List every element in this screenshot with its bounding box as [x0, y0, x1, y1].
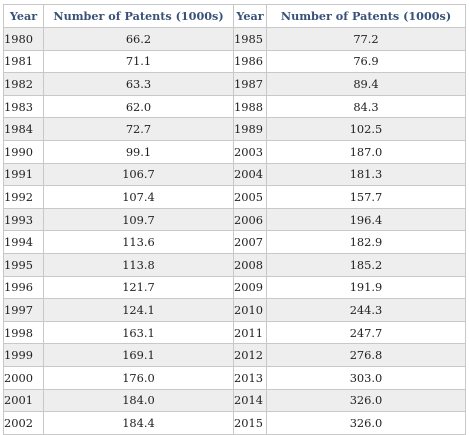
- patents-left-cell: 63.3: [43, 72, 234, 96]
- year-right-cell: 2007: [233, 230, 267, 254]
- year-right-cell: 2004: [233, 162, 267, 187]
- year-left-cell: 2001: [3, 388, 44, 413]
- patents-right-cell: 84.3: [266, 94, 466, 119]
- patents-header-left: Number of Patents (1000s): [43, 4, 234, 28]
- table-row: 1998 163.1 2011 247.7: [3, 320, 466, 345]
- patents-right-cell: 244.3: [266, 298, 466, 322]
- patents-right-cell: 89.4: [266, 72, 466, 96]
- patents-table: Year Number of Patents (1000s) Year Numb…: [3, 4, 466, 435]
- patents-right-cell: 76.9: [266, 49, 466, 74]
- year-left-cell: 1983: [3, 94, 44, 119]
- year-left-cell: 1981: [3, 49, 44, 74]
- patents-right-cell: 276.8: [266, 343, 466, 367]
- patents-right-cell: 326.0: [266, 388, 466, 413]
- year-left-cell: 2002: [3, 411, 44, 435]
- table-row: 1992 107.4 2005 157.7: [3, 185, 466, 209]
- year-left-cell: 1992: [3, 185, 44, 209]
- year-left-cell: 1998: [3, 320, 44, 345]
- year-left-cell: 2000: [3, 365, 44, 390]
- patents-left-cell: 107.4: [43, 185, 234, 209]
- table-header: Year Number of Patents (1000s) Year Numb…: [3, 4, 466, 28]
- year-right-cell: 2010: [233, 298, 267, 322]
- table-row: 1995 113.8 2008 185.2: [3, 252, 466, 277]
- year-header-right: Year: [233, 4, 267, 28]
- patents-left-cell: 184.0: [43, 388, 234, 413]
- patents-right-cell: 185.2: [266, 252, 466, 277]
- table-row: 1984 72.7 1989 102.5: [3, 117, 466, 141]
- year-right-cell: 2006: [233, 207, 267, 232]
- table-row: 1990 99.1 2003 187.0: [3, 139, 466, 164]
- year-right-cell: 2015: [233, 411, 267, 435]
- patents-left-cell: 62.0: [43, 94, 234, 119]
- year-header-left: Year: [3, 4, 44, 28]
- year-right-cell: 1986: [233, 49, 267, 74]
- patents-left-cell: 71.1: [43, 49, 234, 74]
- table-row: 1994 113.6 2007 182.9: [3, 230, 466, 254]
- year-right-cell: 1988: [233, 94, 267, 119]
- table-row: 1993 109.7 2006 196.4: [3, 207, 466, 232]
- patents-left-cell: 66.2: [43, 27, 234, 51]
- table-body: 1980 66.2 1985 77.2 1981 71.1 1986 76.9 1982 63.3…: [3, 27, 466, 435]
- header-row: Year Number of Patents (1000s) Year Numb…: [3, 4, 466, 28]
- patents-left-cell: 72.7: [43, 117, 234, 141]
- year-right-cell: 2012: [233, 343, 267, 367]
- table-row: 2000 176.0 2013 303.0: [3, 365, 466, 390]
- table-row: 2001 184.0 2014 326.0: [3, 388, 466, 413]
- patents-right-cell: 326.0: [266, 411, 466, 435]
- patents-right-cell: 247.7: [266, 320, 466, 345]
- year-right-cell: 2005: [233, 185, 267, 209]
- table-row: 1983 62.0 1988 84.3: [3, 94, 466, 119]
- year-left-cell: 1993: [3, 207, 44, 232]
- year-right-cell: 2011: [233, 320, 267, 345]
- patents-left-cell: 99.1: [43, 139, 234, 164]
- year-left-cell: 1980: [3, 27, 44, 51]
- table-row: 1981 71.1 1986 76.9: [3, 49, 466, 74]
- table-row: 1982 63.3 1987 89.4: [3, 72, 466, 96]
- table-row: 2002 184.4 2015 326.0: [3, 411, 466, 435]
- table-row: 1991 106.7 2004 181.3: [3, 162, 466, 187]
- patents-left-cell: 184.4: [43, 411, 234, 435]
- year-left-cell: 1982: [3, 72, 44, 96]
- year-left-cell: 1996: [3, 275, 44, 300]
- year-right-cell: 1989: [233, 117, 267, 141]
- year-left-cell: 1999: [3, 343, 44, 367]
- year-left-cell: 1997: [3, 298, 44, 322]
- patents-right-cell: 157.7: [266, 185, 466, 209]
- year-right-cell: 1987: [233, 72, 267, 96]
- patents-left-cell: 169.1: [43, 343, 234, 367]
- patents-right-cell: 187.0: [266, 139, 466, 164]
- patents-right-cell: 196.4: [266, 207, 466, 232]
- table-row: 1996 121.7 2009 191.9: [3, 275, 466, 300]
- year-right-cell: 2003: [233, 139, 267, 164]
- year-right-cell: 1985: [233, 27, 267, 51]
- patents-right-cell: 77.2: [266, 27, 466, 51]
- year-right-cell: 2008: [233, 252, 267, 277]
- patents-left-cell: 106.7: [43, 162, 234, 187]
- patents-right-cell: 303.0: [266, 365, 466, 390]
- year-right-cell: 2009: [233, 275, 267, 300]
- patents-right-cell: 191.9: [266, 275, 466, 300]
- patents-right-cell: 102.5: [266, 117, 466, 141]
- table-row: 1999 169.1 2012 276.8: [3, 343, 466, 367]
- patents-left-cell: 113.8: [43, 252, 234, 277]
- patents-left-cell: 121.7: [43, 275, 234, 300]
- year-left-cell: 1994: [3, 230, 44, 254]
- patents-left-cell: 109.7: [43, 207, 234, 232]
- patents-left-cell: 113.6: [43, 230, 234, 254]
- patents-right-cell: 182.9: [266, 230, 466, 254]
- patents-header-right: Number of Patents (1000s): [266, 4, 466, 28]
- table-row: 1980 66.2 1985 77.2: [3, 27, 466, 51]
- year-left-cell: 1991: [3, 162, 44, 187]
- year-left-cell: 1984: [3, 117, 44, 141]
- patents-left-cell: 124.1: [43, 298, 234, 322]
- patents-left-cell: 163.1: [43, 320, 234, 345]
- year-left-cell: 1995: [3, 252, 44, 277]
- year-right-cell: 2014: [233, 388, 267, 413]
- year-left-cell: 1990: [3, 139, 44, 164]
- patents-right-cell: 181.3: [266, 162, 466, 187]
- table-row: 1997 124.1 2010 244.3: [3, 298, 466, 322]
- year-right-cell: 2013: [233, 365, 267, 390]
- patents-left-cell: 176.0: [43, 365, 234, 390]
